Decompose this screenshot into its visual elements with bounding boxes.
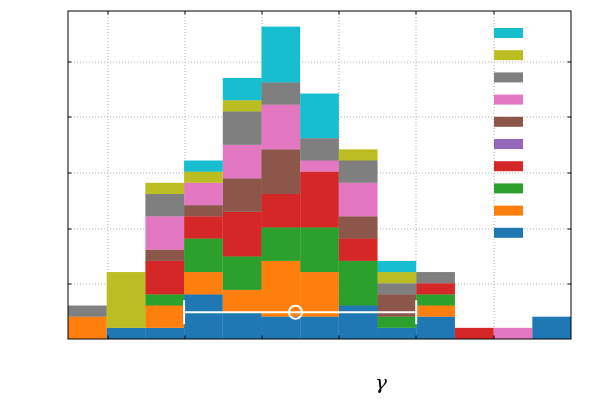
bar-segment-series-6-bin-3 (184, 182, 223, 206)
bar-segment-series-8-bin-7 (338, 149, 378, 161)
legend-swatch-4 (494, 139, 523, 149)
bar-segment-series-8-bin-3 (184, 171, 223, 183)
bar-segment-series-7-bin-8 (377, 283, 417, 295)
bar-segment-series-1-bin-5 (261, 260, 301, 317)
bar-segment-series-2-bin-8 (377, 316, 417, 328)
bar-segment-series-9-bin-3 (184, 160, 223, 172)
bar-segment-series-9-bin-4 (222, 77, 262, 101)
legend-swatch-9 (494, 28, 523, 38)
bar-segment-series-0-bin-8 (377, 327, 417, 339)
bar-segment-series-2-bin-5 (261, 227, 301, 261)
bar-segment-series-7-bin-2 (145, 193, 185, 217)
legend-swatch-2 (494, 183, 523, 194)
error-bar (183, 300, 418, 325)
bar-segment-series-7-bin-5 (261, 82, 301, 105)
bar-segment-series-2-bin-2 (145, 294, 185, 306)
bar-segment-series-9-bin-5 (261, 26, 301, 83)
bar-segment-series-6-bin-2 (145, 216, 185, 250)
bar-segment-series-7-bin-9 (416, 272, 455, 284)
bar-segment-series-3-bin-5 (261, 193, 301, 228)
bar-segment-series-0-bin-9 (416, 316, 455, 339)
error-bar-marker (288, 304, 303, 320)
bar-segment-series-3-bin-7 (338, 238, 378, 261)
bar-segment-series-5-bin-7 (338, 216, 378, 239)
bar-segment-series-0-bin-12 (532, 316, 571, 339)
legend-swatch-7 (494, 72, 523, 83)
bar-segment-series-5-bin-2 (145, 249, 185, 261)
bar-segment-series-0-bin-1 (106, 327, 146, 339)
bar-segment-series-1-bin-9 (416, 305, 455, 317)
x-axis-label: γ (375, 370, 387, 394)
bar-segment-series-8-bin-4 (222, 100, 262, 112)
plot-frame (67, 10, 572, 340)
bar-segment-series-6-bin-11 (493, 327, 533, 339)
legend-swatch-3 (494, 161, 523, 172)
bar-segment-series-3-bin-9 (416, 283, 455, 295)
bar-segment-series-1-bin-3 (184, 272, 223, 295)
legend (494, 28, 523, 238)
axis-ticks (68, 11, 571, 339)
bar-segment-series-1-bin-0 (68, 316, 107, 339)
bar-segment-series-0-bin-7 (338, 305, 378, 339)
bar-segment-series-3-bin-10 (454, 327, 494, 339)
bar-segment-series-0-bin-4 (222, 312, 262, 339)
bar-segment-series-2-bin-9 (416, 294, 455, 306)
bar-segment-series-0-bin-2 (145, 327, 185, 339)
stacked-bars (68, 26, 571, 339)
bar-segment-series-6-bin-6 (300, 160, 339, 172)
bar-segment-series-7-bin-7 (338, 160, 378, 183)
bar-segment-series-0-bin-3 (184, 294, 223, 339)
bar-segment-series-1-bin-2 (145, 305, 185, 328)
bar-segment-series-8-bin-2 (145, 182, 185, 194)
bar-segment-series-2-bin-7 (338, 260, 378, 306)
bar-segment-series-5-bin-4 (222, 178, 262, 212)
bar-segment-series-2-bin-3 (184, 238, 223, 273)
bar-segment-series-1-bin-4 (222, 289, 262, 313)
bar-segment-series-5-bin-3 (184, 205, 223, 217)
bar-segment-series-0-bin-6 (300, 316, 339, 339)
bar-segment-series-2-bin-6 (300, 227, 339, 273)
bar-segment-series-9-bin-6 (300, 93, 339, 139)
bar-segment-series-3-bin-6 (300, 171, 339, 228)
legend-swatch-5 (494, 116, 523, 127)
bar-segment-series-8-bin-1 (106, 272, 146, 328)
bar-segment-series-6-bin-4 (222, 144, 262, 179)
legend-swatch-6 (494, 94, 523, 105)
bar-segment-series-3-bin-4 (222, 211, 262, 257)
bar-segment-series-8-bin-8 (377, 272, 417, 284)
bar-segment-series-5-bin-8 (377, 294, 417, 317)
bar-segment-series-7-bin-6 (300, 138, 339, 161)
bar-segment-series-0-bin-5 (261, 316, 301, 339)
legend-swatch-8 (494, 50, 523, 61)
bar-segment-series-7-bin-0 (68, 305, 107, 317)
bar-segment-series-3-bin-3 (184, 216, 223, 239)
bar-segment-series-2-bin-4 (222, 256, 262, 290)
bar-segment-series-7-bin-4 (222, 111, 262, 145)
bar-segment-series-9-bin-8 (377, 260, 417, 273)
bar-segment-series-3-bin-2 (145, 260, 185, 295)
bar-segment-series-5-bin-5 (261, 149, 301, 194)
legend-swatch-1 (494, 205, 523, 216)
bar-segment-series-6-bin-7 (338, 182, 378, 217)
bar-segment-series-6-bin-5 (261, 104, 301, 150)
legend-swatch-0 (494, 227, 523, 238)
bar-segment-series-1-bin-6 (300, 272, 339, 317)
